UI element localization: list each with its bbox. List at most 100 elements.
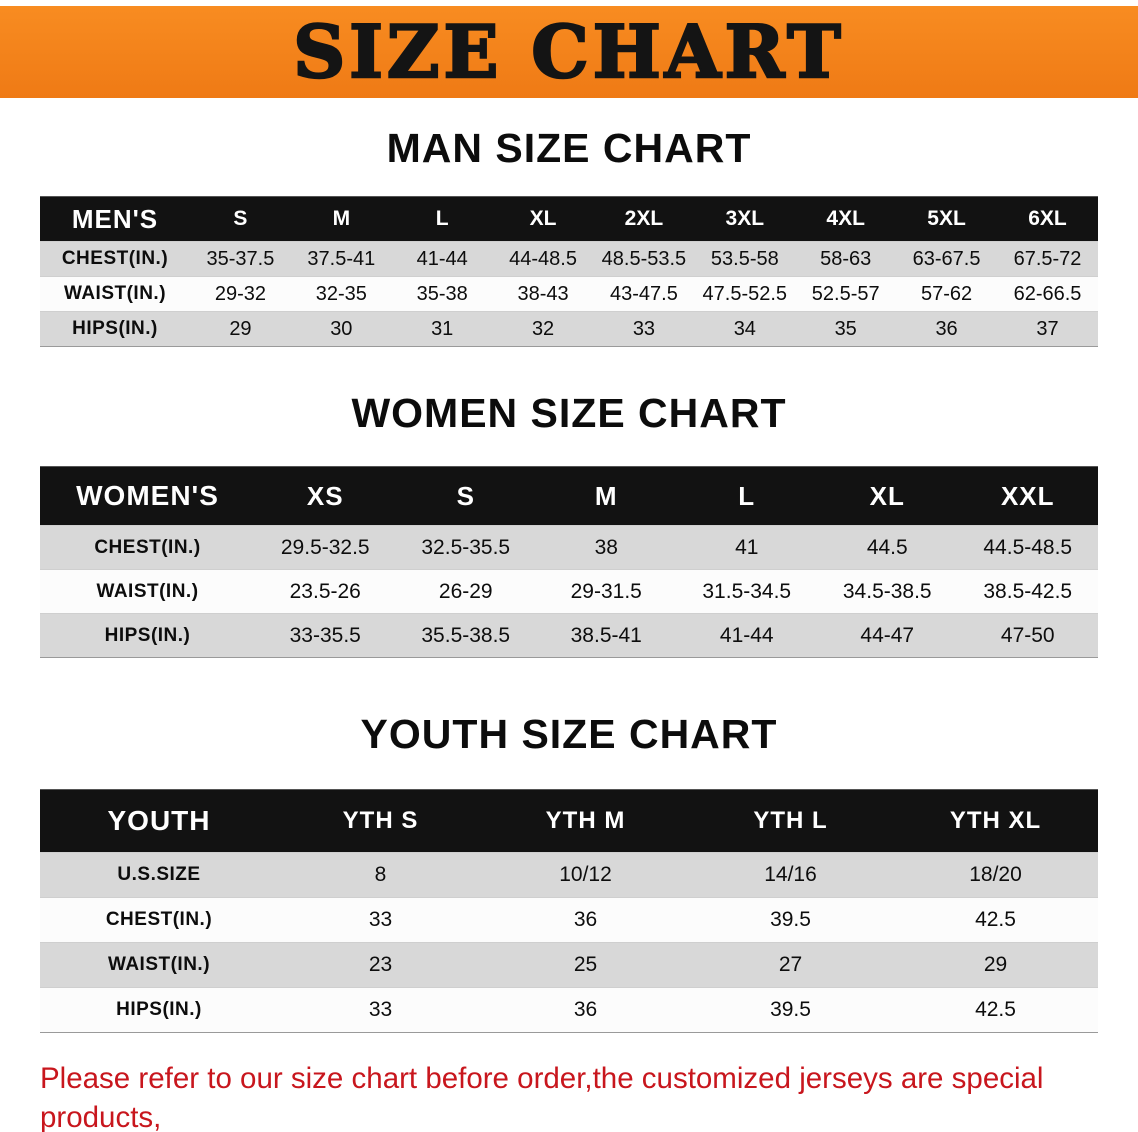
table-row: HIPS(IN.) 33-35.5 35.5-38.5 38.5-41 41-44 44-…: [40, 613, 1098, 658]
measurement-value: 38.5-42.5: [957, 569, 1098, 614]
measurement-value: 33: [593, 311, 695, 347]
measurement-value: 42.5: [893, 987, 1098, 1033]
size-column-header: YTH M: [483, 789, 688, 853]
measurement-label: HIPS(IN.): [40, 613, 255, 658]
disclaimer-text: Please refer to our size chart before or…: [40, 1059, 1098, 1132]
measurement-value: 44.5-48.5: [957, 525, 1098, 570]
measurement-value: 43-47.5: [593, 276, 695, 312]
measurement-value: 41-44: [676, 613, 817, 658]
measurement-value: 34.5-38.5: [817, 569, 958, 614]
measurement-label: WAIST(IN.): [40, 942, 278, 988]
measurement-value: 44.5: [817, 525, 958, 570]
banner-title: SIZE CHART: [292, 9, 845, 94]
measurement-value: 29: [190, 311, 291, 347]
size-column-header: YTH XL: [893, 789, 1098, 853]
youth-size-table: YOUTH YTH S YTH M YTH L YTH XL U.S.SIZE 8 10/12…: [40, 789, 1098, 1033]
measurement-value: 36: [896, 311, 997, 347]
measurement-value: 10/12: [483, 852, 688, 898]
measurement-value: 63-67.5: [896, 241, 997, 277]
size-column-header: M: [536, 466, 677, 526]
size-column-header: M: [290, 196, 392, 242]
measurement-label: WAIST(IN.): [40, 569, 255, 614]
measurement-value: 26-29: [395, 569, 536, 614]
measurement-value: 47-50: [957, 613, 1098, 658]
measurement-value: 39.5: [688, 897, 893, 943]
measurement-value: 37: [997, 311, 1098, 347]
measurement-value: 44-47: [817, 613, 958, 658]
size-column-header: XL: [817, 466, 958, 526]
measurement-value: 23.5-26: [255, 569, 396, 614]
table-row: CHEST(IN.) 29.5-32.5 32.5-35.5 38 41 44.5 44.5…: [40, 525, 1098, 570]
measurement-value: 33: [278, 987, 483, 1033]
measurement-value: 47.5-52.5: [694, 276, 796, 312]
measurement-value: 58-63: [795, 241, 897, 277]
size-column-header: 2XL: [593, 196, 695, 242]
measurement-value: 41: [676, 525, 817, 570]
table-row: HIPS(IN.) 33 36 39.5 42.5: [40, 987, 1098, 1033]
size-column-header: L: [676, 466, 817, 526]
measurement-value: 35-38: [391, 276, 493, 312]
size-column-header: 6XL: [997, 196, 1098, 242]
table-row: WAIST(IN.) 23 25 27 29: [40, 942, 1098, 988]
measurement-value: 32: [492, 311, 594, 347]
size-column-header: XXL: [957, 466, 1098, 526]
size-column-header: 5XL: [896, 196, 997, 242]
measurement-value: 37.5-41: [290, 241, 392, 277]
measurement-value: 57-62: [896, 276, 997, 312]
measurement-label: CHEST(IN.): [40, 525, 255, 570]
table-corner-label: YOUTH: [40, 789, 278, 853]
measurement-value: 62-66.5: [997, 276, 1098, 312]
table-corner-label: MEN'S: [40, 196, 190, 242]
measurement-label: HIPS(IN.): [40, 311, 190, 347]
measurement-label: HIPS(IN.): [40, 987, 278, 1033]
table-row: CHEST(IN.) 35-37.5 37.5-41 41-44 44-48.5 48.5…: [40, 241, 1098, 277]
measurement-label: CHEST(IN.): [40, 897, 278, 943]
measurement-value: 32-35: [290, 276, 392, 312]
measurement-value: 53.5-58: [694, 241, 796, 277]
measurement-value: 14/16: [688, 852, 893, 898]
table-row: U.S.SIZE 8 10/12 14/16 18/20: [40, 852, 1098, 898]
measurement-value: 35: [795, 311, 897, 347]
measurement-value: 33-35.5: [255, 613, 396, 658]
disclaimer-line-1: Please refer to our size chart before or…: [40, 1062, 1044, 1132]
measurement-value: 52.5-57: [795, 276, 897, 312]
measurement-value: 48.5-53.5: [593, 241, 695, 277]
measurement-value: 32.5-35.5: [395, 525, 536, 570]
measurement-value: 41-44: [391, 241, 493, 277]
section-title-youth: YOUTH SIZE CHART: [360, 711, 778, 757]
measurement-value: 44-48.5: [492, 241, 594, 277]
size-column-header: S: [395, 466, 536, 526]
measurement-value: 27: [688, 942, 893, 988]
table-row: CHEST(IN.) 33 36 39.5 42.5: [40, 897, 1098, 943]
measurement-value: 29.5-32.5: [255, 525, 396, 570]
measurement-value: 18/20: [893, 852, 1098, 898]
size-column-header: 3XL: [694, 196, 796, 242]
measurement-value: 29-31.5: [536, 569, 677, 614]
size-column-header: YTH S: [278, 789, 483, 853]
table-row: HIPS(IN.) 29 30 31 32 33 34 35 36 37: [40, 311, 1098, 347]
measurement-value: 67.5-72: [997, 241, 1098, 277]
table-row: WAIST(IN.) 23.5-26 26-29 29-31.5 31.5-34.5 34…: [40, 569, 1098, 614]
measurement-value: 30: [290, 311, 392, 347]
section-title-man: MAN SIZE CHART: [386, 125, 752, 171]
measurement-label: U.S.SIZE: [40, 852, 278, 898]
size-column-header: L: [391, 196, 493, 242]
womens-size-table: WOMEN'S XS S M L XL XXL CHEST(IN.) 29.5-32.5 32.5…: [40, 466, 1098, 658]
table-header-row: MEN'S S M L XL 2XL 3XL 4XL 5XL 6XL: [40, 196, 1098, 242]
measurement-label: WAIST(IN.): [40, 276, 190, 312]
table-header-row: YOUTH YTH S YTH M YTH L YTH XL: [40, 789, 1098, 853]
measurement-value: 36: [483, 987, 688, 1033]
measurement-value: 8: [278, 852, 483, 898]
measurement-value: 34: [694, 311, 796, 347]
size-column-header: 4XL: [795, 196, 897, 242]
measurement-value: 23: [278, 942, 483, 988]
measurement-value: 25: [483, 942, 688, 988]
measurement-value: 33: [278, 897, 483, 943]
measurement-value: 39.5: [688, 987, 893, 1033]
measurement-value: 29-32: [190, 276, 291, 312]
measurement-value: 31.5-34.5: [676, 569, 817, 614]
measurement-value: 38.5-41: [536, 613, 677, 658]
table-row: WAIST(IN.) 29-32 32-35 35-38 38-43 43-47.5 47.…: [40, 276, 1098, 312]
size-column-header: XL: [492, 196, 594, 242]
measurement-value: 31: [391, 311, 493, 347]
